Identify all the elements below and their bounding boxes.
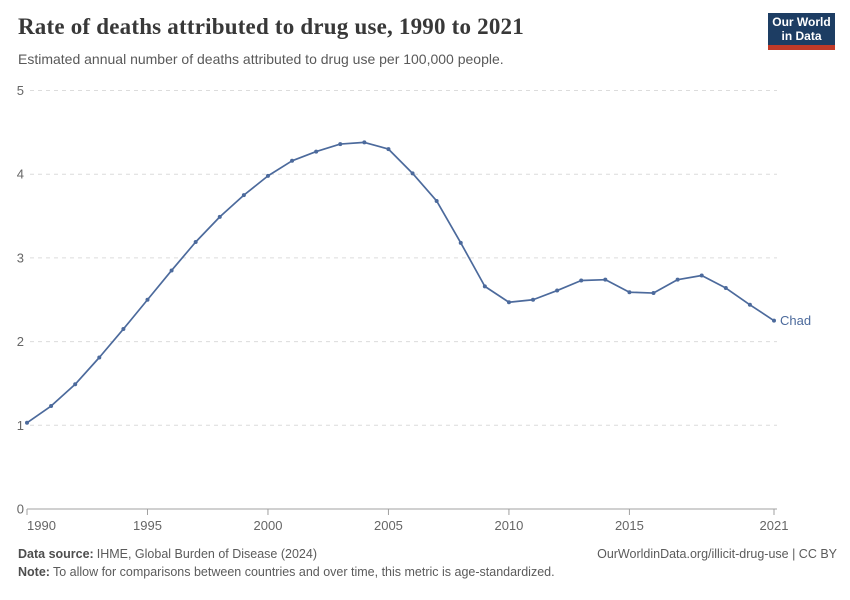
footer-link[interactable]: OurWorldinData.org/illicit-drug-use | CC… <box>597 547 837 561</box>
x-axis-tick-label: 2005 <box>374 518 403 533</box>
data-point <box>434 198 439 203</box>
y-axis-tick-label: 5 <box>17 83 24 98</box>
data-point <box>49 404 54 409</box>
data-point <box>386 147 391 152</box>
data-source-line: Data source: IHME, Global Burden of Disea… <box>18 546 317 563</box>
data-point <box>121 327 126 332</box>
y-axis-tick-label: 0 <box>17 502 24 517</box>
x-axis-tick-label: 2015 <box>615 518 644 533</box>
y-axis-tick-label: 4 <box>17 167 24 182</box>
chart-svg: 0 1 2 3 4 5 1990 1995 2000 2005 2010 2015 2021 Chad <box>17 83 811 533</box>
data-point <box>241 193 246 198</box>
y-axis-tick-label: 1 <box>17 418 24 433</box>
y-axis-tick-label: 2 <box>17 334 24 349</box>
owid-logo[interactable]: Our World in Data <box>768 13 835 50</box>
chart-footer: Data source: IHME, Global Burden of Disea… <box>18 546 837 581</box>
data-point <box>410 171 415 176</box>
data-point <box>97 355 102 360</box>
data-point <box>217 214 222 219</box>
data-point <box>651 291 656 296</box>
data-point <box>314 149 319 154</box>
data-point <box>627 290 632 295</box>
data-point <box>772 318 776 323</box>
x-axis-tick-label: 1990 <box>27 518 56 533</box>
data-line <box>26 141 775 424</box>
data-point <box>555 288 560 293</box>
data-point <box>73 382 78 387</box>
data-point <box>699 273 704 278</box>
series-end-label[interactable]: Chad <box>780 313 811 328</box>
data-point <box>338 142 343 147</box>
data-point <box>531 297 536 302</box>
data-point <box>482 284 487 289</box>
data-point <box>723 286 728 291</box>
owid-logo-line2: in Data <box>781 29 822 43</box>
data-point <box>458 240 463 245</box>
data-point <box>506 300 511 305</box>
data-source-value: IHME, Global Burden of Disease (2024) <box>96 547 317 561</box>
owid-logo-line1: Our World <box>772 15 831 29</box>
data-point <box>145 297 150 302</box>
x-axis-tick-label: 2000 <box>254 518 283 533</box>
note-value: To allow for comparisons between countri… <box>52 565 555 579</box>
data-point <box>265 173 270 178</box>
data-point <box>25 420 29 425</box>
x-axis-tick-label: 2021 <box>760 518 789 533</box>
note-label: Note: <box>18 565 50 579</box>
note-line: Note: To allow for comparisons between co… <box>18 564 837 581</box>
data-source-label: Data source: <box>18 547 94 561</box>
data-point <box>579 278 584 283</box>
data-point <box>675 277 680 282</box>
data-point <box>290 158 295 163</box>
chart-subtitle: Estimated annual number of deaths attrib… <box>18 51 504 67</box>
data-point <box>169 268 174 273</box>
data-point <box>747 302 752 307</box>
data-point <box>362 140 367 145</box>
page-title: Rate of deaths attributed to drug use, 1… <box>18 14 524 39</box>
x-axis-tick-label: 1995 <box>133 518 162 533</box>
x-axis-tick-label: 2010 <box>494 518 523 533</box>
data-point <box>193 239 198 244</box>
y-axis-tick-label: 3 <box>17 250 24 265</box>
data-point <box>603 277 608 282</box>
